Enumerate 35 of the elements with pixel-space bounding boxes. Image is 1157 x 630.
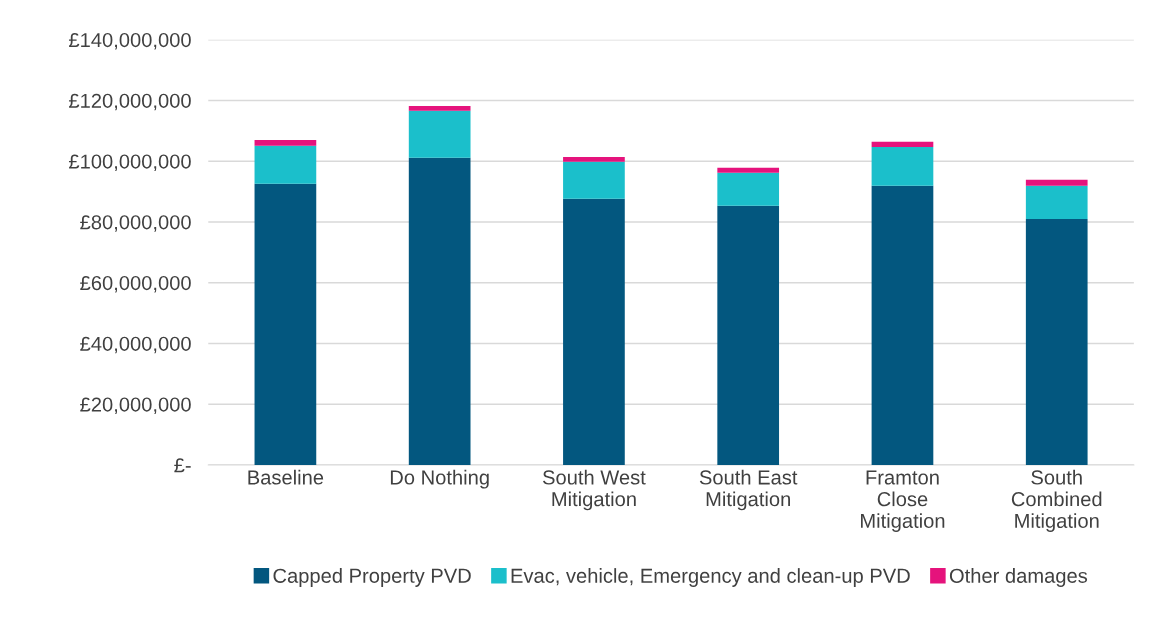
bar: [408, 105, 471, 111]
bar: [1025, 185, 1088, 219]
bar: [563, 156, 625, 162]
x-tick-label: Framton Close Mitigation: [861, 470, 945, 532]
bar: [871, 141, 934, 147]
y-tick-label: £100,000,000: [68, 154, 191, 172]
bar: [563, 161, 625, 199]
y-tick-label: £140,000,000: [68, 32, 191, 50]
bar: [1025, 218, 1088, 465]
y-tick-label: £120,000,000: [68, 93, 191, 111]
bar: [254, 139, 317, 146]
bar: [717, 205, 780, 465]
x-tick-label: Do Nothing: [390, 469, 489, 489]
bar: [254, 183, 317, 465]
bar: [408, 157, 471, 465]
x-tick-label: South Combined Mitigation: [1011, 469, 1102, 532]
bar: [717, 172, 780, 206]
y-tick-label: £-: [174, 458, 191, 473]
legend-label: Evac, vehicle, Emergency and clean-up PVD: [511, 568, 910, 587]
bar: [1025, 179, 1088, 186]
bar: [871, 185, 934, 465]
bar: [254, 145, 317, 184]
x-tick-label: South East Mitigation: [699, 469, 798, 511]
y-tick-label: £40,000,000: [80, 336, 191, 354]
y-tick-label: £80,000,000: [80, 215, 191, 232]
bar: [717, 167, 780, 173]
legend-label: Other damages: [949, 568, 1088, 587]
bar: [563, 198, 625, 465]
y-tick-label: £60,000,000: [80, 275, 191, 293]
bar: [871, 146, 934, 186]
x-tick-label: South West Mitigation: [542, 469, 646, 511]
bar: [408, 110, 471, 158]
y-tick-label: £20,000,000: [80, 397, 191, 415]
x-tick-label: Baseline: [248, 469, 324, 485]
legend-label: Capped Property PVD: [273, 568, 471, 587]
